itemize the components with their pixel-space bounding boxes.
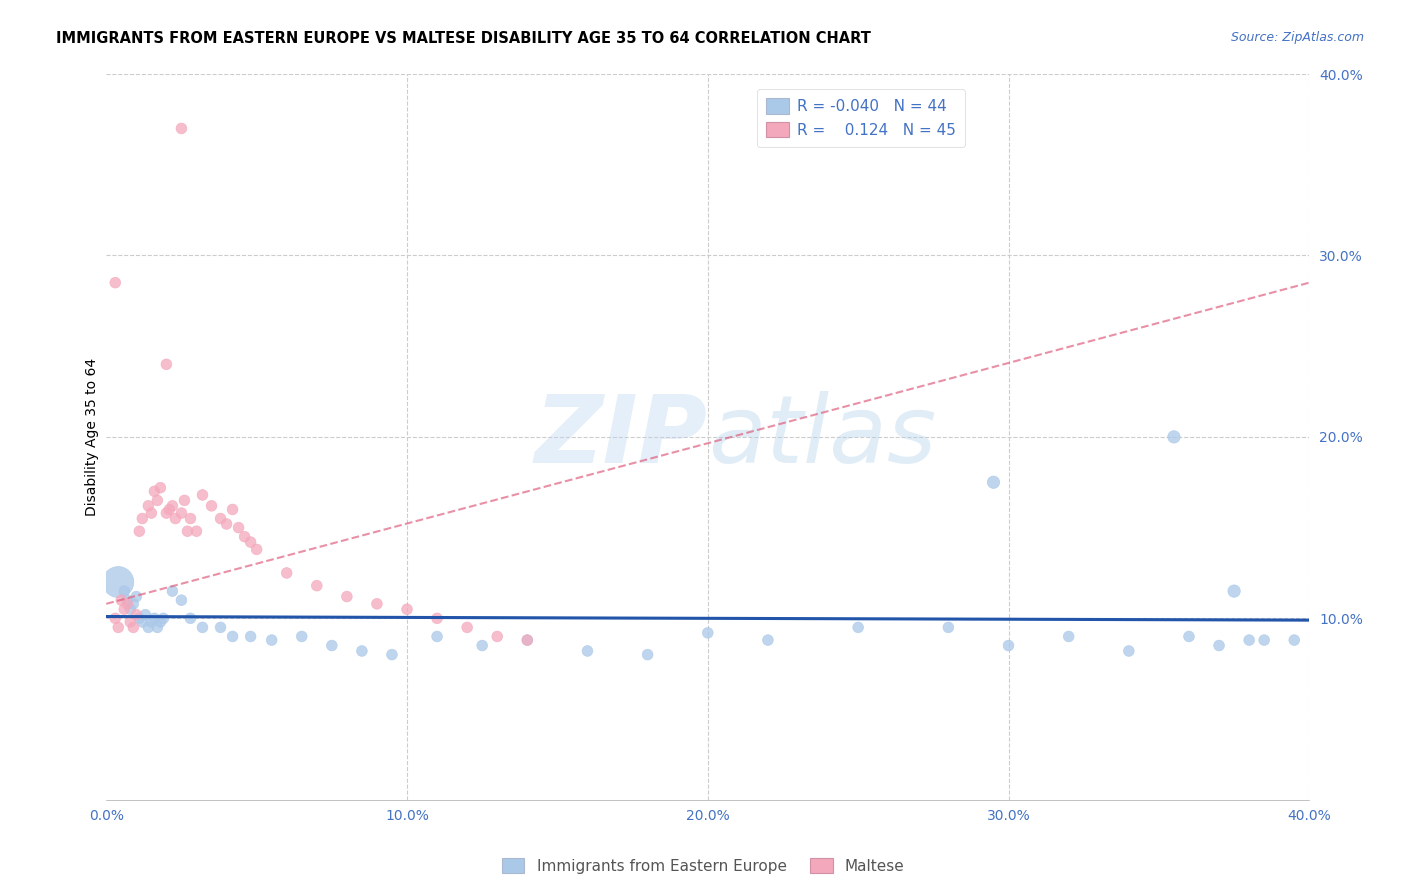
Point bbox=[138, 499, 160, 513]
Point bbox=[104, 611, 127, 625]
Point bbox=[141, 506, 163, 520]
Point bbox=[246, 542, 269, 557]
Point bbox=[756, 633, 779, 648]
Point bbox=[131, 615, 153, 629]
Point bbox=[696, 625, 718, 640]
Point bbox=[157, 502, 180, 516]
Point bbox=[120, 615, 142, 629]
Point bbox=[576, 644, 599, 658]
Point bbox=[260, 633, 283, 648]
Point bbox=[233, 530, 256, 544]
Point bbox=[107, 575, 129, 590]
Point bbox=[191, 488, 214, 502]
Point bbox=[1178, 630, 1201, 644]
Point bbox=[128, 524, 150, 539]
Point bbox=[146, 620, 169, 634]
Point bbox=[456, 620, 478, 634]
Point bbox=[146, 493, 169, 508]
Point bbox=[336, 590, 359, 604]
Point bbox=[221, 502, 243, 516]
Point bbox=[191, 620, 214, 634]
Point bbox=[200, 499, 222, 513]
Point bbox=[112, 584, 135, 599]
Point bbox=[155, 506, 177, 520]
Point bbox=[122, 620, 145, 634]
Point bbox=[516, 633, 538, 648]
Point bbox=[997, 639, 1019, 653]
Point bbox=[516, 633, 538, 648]
Point bbox=[120, 602, 142, 616]
Point bbox=[366, 597, 388, 611]
Point bbox=[173, 493, 195, 508]
Point bbox=[149, 615, 172, 629]
Point bbox=[637, 648, 659, 662]
Point bbox=[395, 602, 418, 616]
Point bbox=[1163, 430, 1185, 444]
Point bbox=[155, 357, 177, 371]
Legend: Immigrants from Eastern Europe, Maltese: Immigrants from Eastern Europe, Maltese bbox=[495, 852, 911, 880]
Point bbox=[1253, 633, 1275, 648]
Point bbox=[112, 602, 135, 616]
Point bbox=[165, 511, 187, 525]
Point bbox=[350, 644, 373, 658]
Point bbox=[170, 593, 193, 607]
Point bbox=[122, 597, 145, 611]
Point bbox=[321, 639, 343, 653]
Point bbox=[381, 648, 404, 662]
Point bbox=[291, 630, 314, 644]
Point bbox=[162, 499, 184, 513]
Point bbox=[134, 607, 156, 622]
Point bbox=[117, 593, 139, 607]
Point bbox=[426, 611, 449, 625]
Point bbox=[426, 630, 449, 644]
Point bbox=[162, 584, 184, 599]
Text: ZIP: ZIP bbox=[534, 391, 707, 483]
Point bbox=[305, 579, 328, 593]
Point bbox=[209, 511, 232, 525]
Text: IMMIGRANTS FROM EASTERN EUROPE VS MALTESE DISABILITY AGE 35 TO 64 CORRELATION CH: IMMIGRANTS FROM EASTERN EUROPE VS MALTES… bbox=[56, 31, 872, 46]
Point bbox=[228, 520, 250, 534]
Point bbox=[125, 590, 148, 604]
Point bbox=[239, 535, 262, 549]
Point bbox=[152, 611, 174, 625]
Point bbox=[138, 620, 160, 634]
Point bbox=[170, 506, 193, 520]
Point bbox=[117, 597, 139, 611]
Point bbox=[983, 475, 1005, 490]
Point bbox=[1057, 630, 1080, 644]
Point bbox=[131, 511, 153, 525]
Point bbox=[141, 615, 163, 629]
Point bbox=[149, 481, 172, 495]
Point bbox=[179, 611, 201, 625]
Point bbox=[170, 121, 193, 136]
Point bbox=[276, 566, 298, 580]
Point bbox=[143, 611, 166, 625]
Point bbox=[239, 630, 262, 644]
Point bbox=[104, 276, 127, 290]
Point bbox=[221, 630, 243, 644]
Point bbox=[846, 620, 869, 634]
Point bbox=[125, 607, 148, 622]
Point bbox=[209, 620, 232, 634]
Point bbox=[1284, 633, 1306, 648]
Point bbox=[1118, 644, 1140, 658]
Text: Source: ZipAtlas.com: Source: ZipAtlas.com bbox=[1230, 31, 1364, 45]
Point bbox=[176, 524, 198, 539]
Point bbox=[179, 511, 201, 525]
Point bbox=[186, 524, 208, 539]
Legend: R = -0.040   N = 44, R =    0.124   N = 45: R = -0.040 N = 44, R = 0.124 N = 45 bbox=[756, 89, 965, 147]
Point bbox=[471, 639, 494, 653]
Point bbox=[107, 620, 129, 634]
Point bbox=[486, 630, 509, 644]
Point bbox=[143, 484, 166, 499]
Point bbox=[1237, 633, 1260, 648]
Point bbox=[1208, 639, 1230, 653]
Point bbox=[128, 611, 150, 625]
Point bbox=[215, 516, 238, 531]
Point bbox=[1223, 584, 1246, 599]
Point bbox=[938, 620, 960, 634]
Y-axis label: Disability Age 35 to 64: Disability Age 35 to 64 bbox=[86, 358, 100, 516]
Point bbox=[110, 593, 132, 607]
Text: atlas: atlas bbox=[707, 392, 936, 483]
